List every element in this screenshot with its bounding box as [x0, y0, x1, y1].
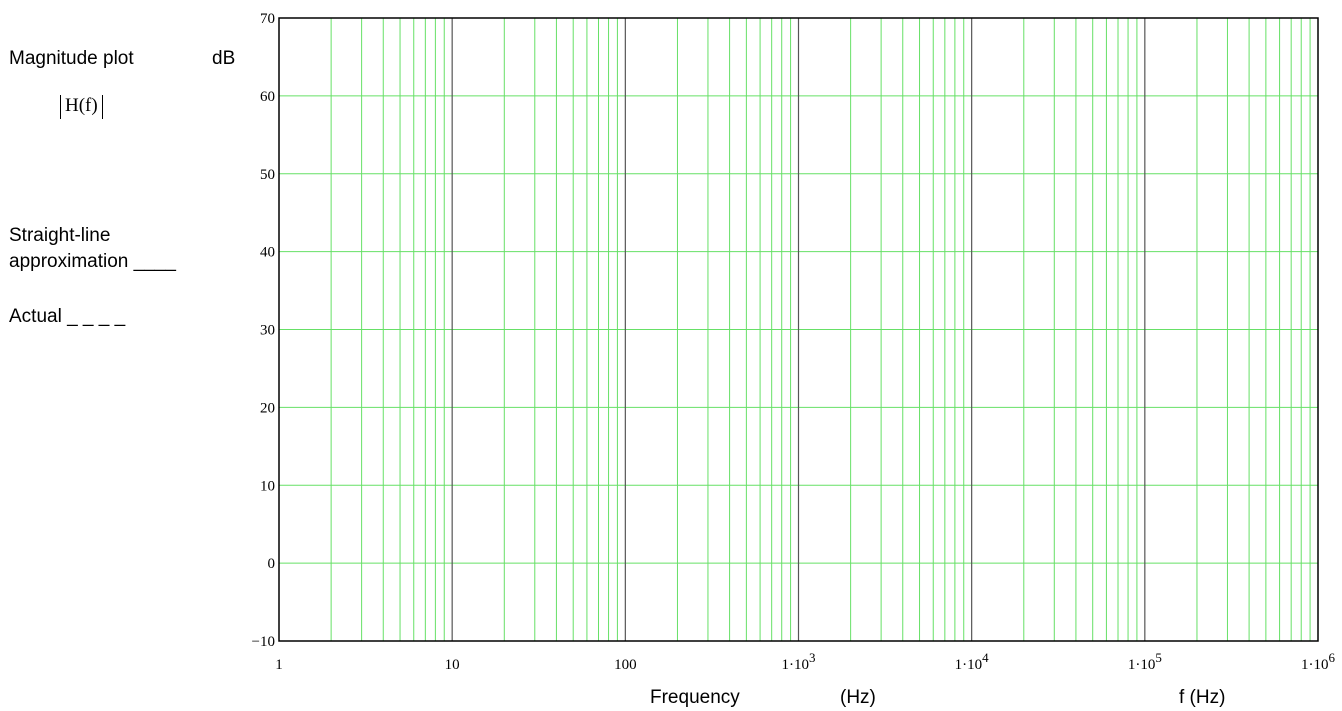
x-axis-label-frequency: Frequency [650, 687, 740, 708]
actual-label: Actual _ _ _ _ [9, 306, 126, 327]
plot-frame [278, 17, 1319, 642]
x-tick-label: 100 [614, 657, 637, 673]
x-tick-label: 1·105 [1128, 650, 1162, 673]
y-tick-label: 10 [260, 478, 275, 494]
y-tick-label: 60 [260, 89, 275, 105]
y-tick-label: 40 [260, 245, 275, 261]
y-tick-label: −10 [252, 634, 275, 650]
abs-bar-right [101, 94, 103, 119]
approximation-label: approximation ____ [9, 251, 176, 272]
y-tick-label: 0 [268, 556, 276, 572]
x-tick-label: 1·104 [955, 650, 990, 673]
hf-expression-text: H(f) [65, 95, 98, 116]
y-tick-label: 50 [260, 167, 275, 183]
x-axis-label-f-hz: f (Hz) [1179, 687, 1225, 708]
straight-line-label: Straight-line [9, 225, 111, 246]
x-tick-label: 10 [445, 657, 460, 673]
y-tick-label: 70 [260, 11, 275, 27]
x-tick-label: 1·103 [782, 650, 816, 673]
x-axis-label-hz: (Hz) [840, 687, 876, 708]
decade-grid-lines [451, 18, 1146, 641]
y-tick-label: 30 [260, 323, 275, 339]
y-tick-labels: −10 0 10 20 30 40 50 60 70 [252, 11, 275, 650]
y-tick-label: 20 [260, 400, 275, 416]
magnitude-plot-label: Magnitude plot [9, 48, 134, 69]
abs-bar-left [60, 94, 61, 119]
x-tick-label: 1·106 [1301, 650, 1336, 673]
db-unit-label: dB [212, 48, 236, 69]
x-tick-label: 1 [275, 657, 283, 673]
hf-expression: H(f) [60, 94, 103, 119]
x-tick-labels: 1 10 100 1·103 1·104 1·105 1·106 [275, 650, 1335, 673]
